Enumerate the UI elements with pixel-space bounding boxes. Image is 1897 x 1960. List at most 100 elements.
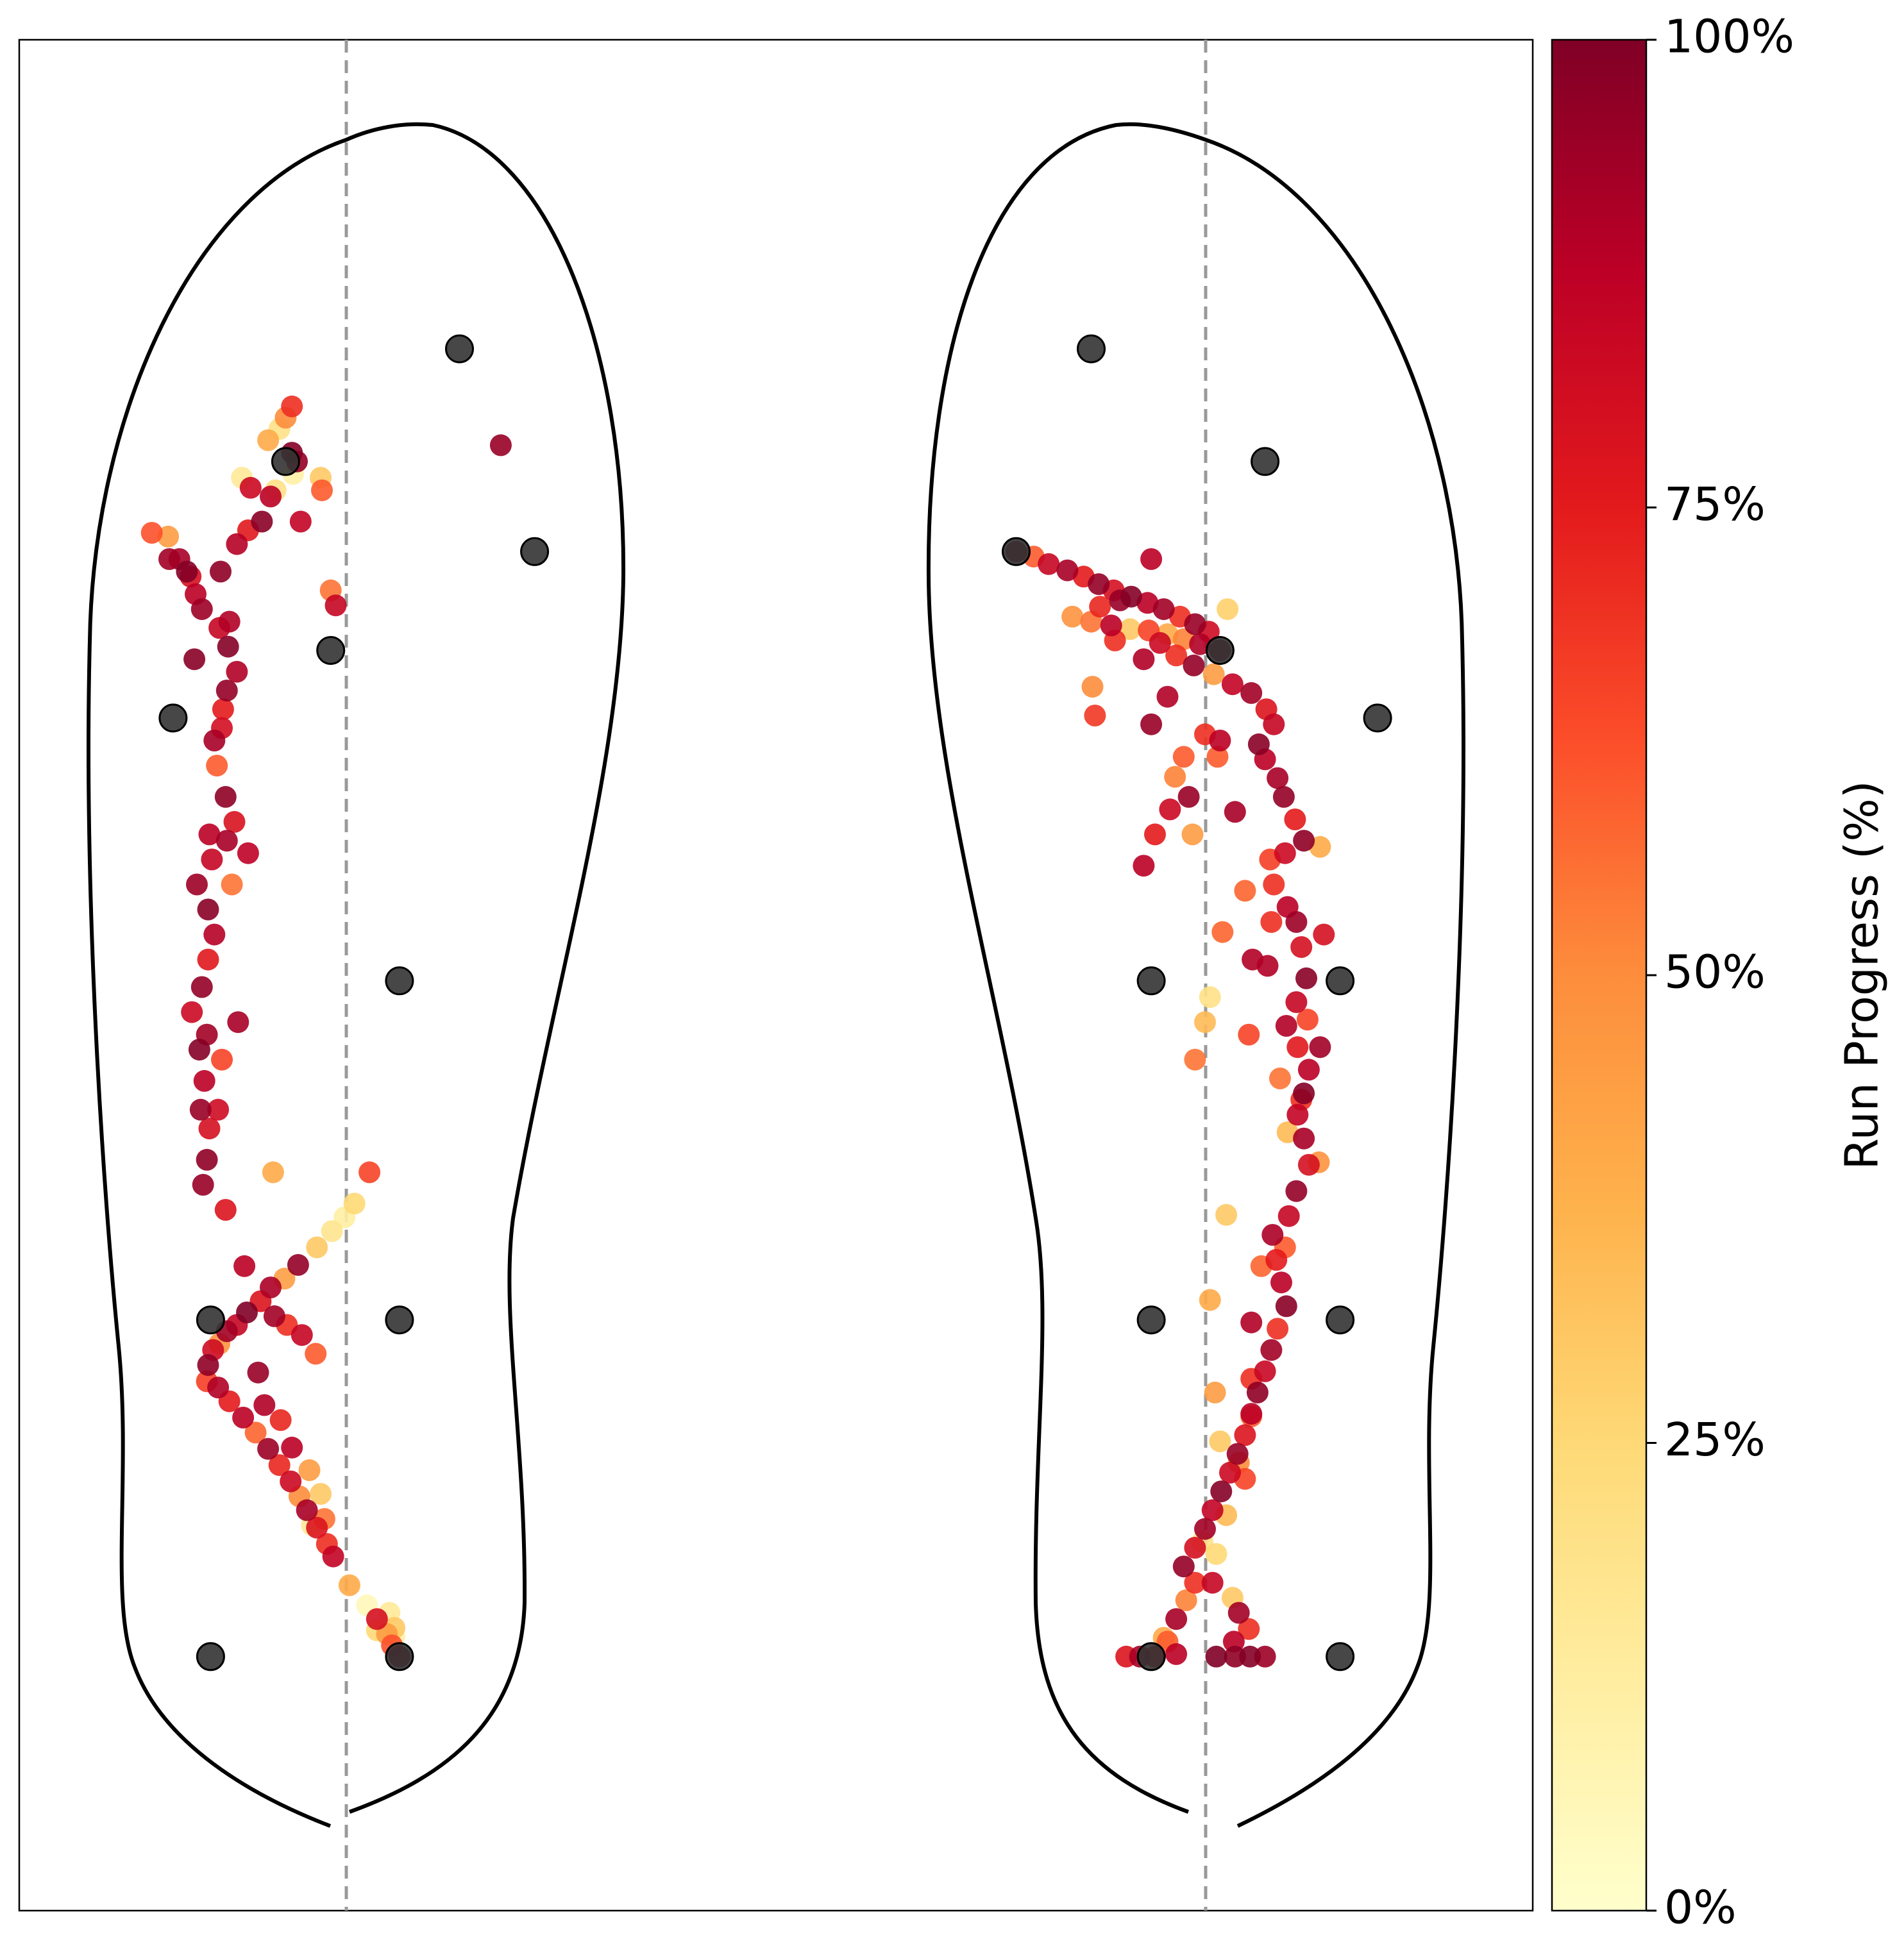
right-foot-point-87 (1227, 1602, 1250, 1624)
right-foot-point-105 (1234, 880, 1256, 902)
right-foot-point-65 (1226, 1443, 1249, 1465)
right-foot-point-76 (1165, 1643, 1188, 1665)
left-foot-point-39 (189, 1098, 212, 1121)
colorbar-tick-label-0: 0% (1664, 1881, 1737, 1934)
right-foot-point-57 (1270, 1271, 1292, 1294)
right-foot-point-56 (1265, 1249, 1288, 1271)
right-foot-point-74 (1165, 1608, 1188, 1630)
right-foot-point-123 (1296, 1009, 1319, 1031)
left-foot-point-85 (281, 395, 303, 417)
right-foot-point-68 (1201, 1499, 1224, 1521)
right-foot-point-63 (1240, 1403, 1263, 1425)
colorbar-tick-label-3: 75% (1664, 478, 1766, 531)
left-foot-point-88 (489, 434, 512, 456)
right-foot-point-18 (1119, 618, 1141, 641)
right-foot-point-21 (1061, 605, 1084, 628)
right-foot-point-29 (1221, 673, 1244, 696)
left-foot-point-7 (338, 1574, 360, 1596)
right-foot-point-77 (1205, 1645, 1227, 1668)
right-foot-point-70 (1184, 1537, 1206, 1559)
right-foot-point-67 (1210, 1480, 1233, 1503)
right-foot-point-96 (1204, 1381, 1226, 1403)
right-foot-sensor-0 (1077, 334, 1106, 364)
left-foot-sensor-1 (271, 447, 300, 476)
left-foot-sensor-4 (158, 703, 188, 733)
right-foot-sensor-2 (1002, 537, 1031, 566)
left-foot-point-15 (257, 1437, 280, 1460)
right-foot-point-139 (1199, 986, 1221, 1009)
colorbar-tick-label-2: 50% (1664, 946, 1766, 999)
left-foot-point-45 (197, 948, 219, 971)
right-foot-point-111 (1177, 785, 1200, 808)
right-foot-point-115 (1084, 705, 1106, 726)
right-foot-point-72 (1184, 1571, 1206, 1594)
right-foot-outline (926, 122, 1465, 1828)
left-foot-sensors (158, 334, 550, 1671)
left-foot-point-82 (257, 429, 280, 451)
right-foot-point-39 (1274, 842, 1296, 864)
right-foot-point-69 (1194, 1518, 1216, 1540)
right-foot-point-112 (1159, 798, 1181, 821)
plot-content (87, 40, 1465, 1911)
right-foot-point-102 (1238, 1023, 1260, 1046)
right-foot-point-90 (1205, 1543, 1227, 1565)
right-foot-point-135 (1215, 1203, 1238, 1226)
right-foot-point-53 (1285, 1180, 1308, 1202)
right-foot-point-7 (1120, 585, 1142, 608)
right-foot-point-55 (1261, 1224, 1284, 1246)
right-foot-point-127 (1140, 713, 1163, 735)
right-foot-sensor-3 (1205, 636, 1235, 665)
right-foot-point-37 (1284, 808, 1306, 830)
left-foot-point-40 (193, 1069, 215, 1092)
right-foot-sensor-7 (1136, 1305, 1166, 1335)
left-foot-point-56 (215, 680, 238, 701)
left-foot-sensor-7 (196, 1305, 225, 1335)
left-foot-point-49 (201, 848, 223, 871)
right-foot-point-80 (1254, 1645, 1276, 1668)
right-foot-sensor-6 (1326, 966, 1355, 996)
left-foot-point-79 (289, 510, 312, 533)
right-foot-point-86 (1238, 1618, 1260, 1640)
right-foot-point-73 (1175, 1589, 1197, 1611)
left-foot-point-17 (232, 1407, 255, 1428)
right-foot-point-66 (1219, 1461, 1241, 1484)
left-foot-point-101 (263, 1305, 285, 1327)
left-foot-point-37 (196, 1148, 218, 1171)
right-foot-point-49 (1293, 1082, 1315, 1105)
left-foot-point-93 (198, 823, 221, 846)
left-foot-point-36 (262, 1161, 284, 1184)
right-foot-point-136 (1240, 1311, 1263, 1334)
left-foot-point-14 (268, 1454, 291, 1477)
right-foot-point-42 (1285, 911, 1308, 933)
left-foot-sensor-0 (445, 334, 474, 364)
left-foot-point-91 (183, 648, 206, 671)
right-foot-point-40 (1263, 873, 1285, 896)
right-foot-point-35 (1267, 767, 1289, 789)
left-foot-point-4 (366, 1608, 388, 1630)
right-foot-point-101 (1194, 1011, 1216, 1034)
left-foot-point-97 (207, 1098, 230, 1121)
right-foot-point-3 (1056, 559, 1079, 582)
right-foot-point-19 (1100, 614, 1122, 637)
right-foot-point-131 (1313, 923, 1335, 946)
right-foot-sensor-10 (1326, 1642, 1355, 1671)
right-foot-point-107 (1209, 730, 1231, 751)
left-foot-point-94 (221, 873, 243, 896)
left-foot-point-104 (305, 1343, 327, 1365)
right-foot-point-38 (1293, 830, 1315, 852)
right-foot-point-60 (1260, 1339, 1283, 1361)
right-foot-point-99 (1199, 1289, 1221, 1311)
left-foot-point-34 (343, 1193, 366, 1215)
right-foot-point-47 (1286, 1036, 1309, 1059)
left-foot-point-13 (280, 1470, 302, 1493)
right-foot-point-121 (1269, 1068, 1291, 1089)
left-foot-point-19 (207, 1377, 230, 1399)
left-foot-point-16 (244, 1421, 267, 1444)
left-foot-point-69 (226, 533, 248, 555)
left-foot-sensor-5 (385, 966, 414, 996)
right-foot-point-79 (1239, 1645, 1261, 1668)
left-foot-point-21 (197, 1354, 219, 1376)
left-foot-point-38 (198, 1118, 221, 1140)
left-foot-point-110 (310, 1483, 332, 1505)
